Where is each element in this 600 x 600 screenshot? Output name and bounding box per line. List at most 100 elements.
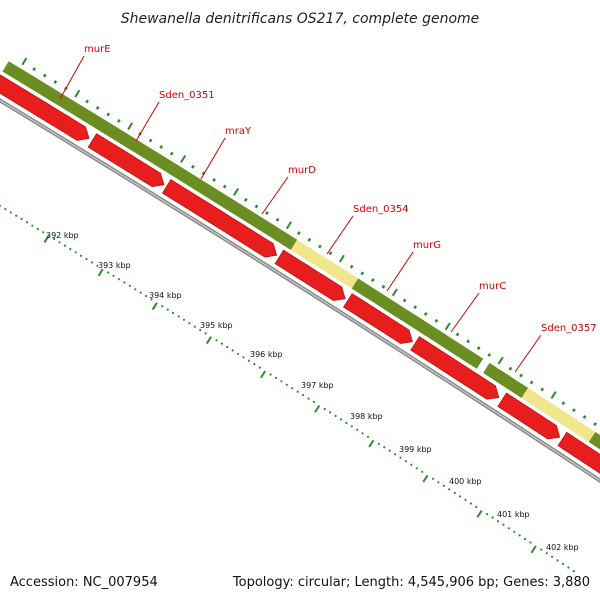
kbp-label: 394 kbp	[149, 291, 182, 300]
kbp-minor-tick	[0, 204, 1, 207]
gene-leader-line	[450, 292, 480, 333]
outer-tick	[540, 387, 545, 392]
kbp-minor-tick	[551, 555, 554, 558]
kbp-minor-tick	[388, 449, 391, 452]
kbp-minor-tick	[269, 373, 272, 376]
outer-tick	[42, 73, 47, 78]
outer-tick	[106, 112, 111, 117]
gene-label: Sden_0357	[541, 323, 597, 334]
outer-tick	[391, 288, 398, 297]
kbp-minor-tick	[437, 481, 440, 484]
outer-tick	[328, 251, 333, 256]
kbp-minor-tick	[188, 322, 191, 325]
outer-tick	[402, 298, 407, 303]
outer-tick	[550, 391, 557, 399]
kbp-minor-tick	[128, 284, 131, 287]
kbp-minor-tick	[556, 559, 559, 562]
outer-tick	[423, 312, 428, 316]
outer-tick	[593, 422, 597, 426]
map-title: Shewanella denitrificans OS217, complete…	[121, 11, 480, 27]
kbp-major-tick	[530, 545, 537, 554]
kbp-minor-tick	[123, 281, 126, 284]
outer-tick	[53, 80, 58, 84]
kbp-minor-tick	[42, 231, 45, 234]
outer-tick	[370, 278, 375, 283]
kbp-label: 392 kbp	[46, 231, 79, 240]
gene-label-layer: murE Sden_0351 mraY murD Sden_0354 murG murC Sd…	[59, 44, 597, 373]
kbp-minor-tick	[20, 217, 23, 221]
kbp-minor-tick	[399, 456, 402, 459]
accession-text: Accession: NC_007954	[10, 575, 158, 590]
kbp-minor-tick	[464, 498, 467, 501]
kbp-label: 399 kbp	[399, 445, 432, 454]
kbp-minor-tick	[4, 208, 7, 211]
outer-tick	[85, 99, 89, 104]
outer-tick	[159, 145, 164, 149]
cog-segment	[2, 61, 298, 251]
kbp-label: 396 kbp	[250, 350, 283, 359]
kbp-minor-tick	[339, 418, 343, 421]
gene-arrow	[274, 249, 346, 301]
kbp-major-tick	[205, 336, 212, 345]
kbp-minor-tick	[496, 520, 500, 523]
outer-tick	[455, 332, 460, 337]
outer-tick	[222, 184, 227, 189]
kbp-minor-tick	[231, 349, 234, 352]
kbp-minor-tick	[237, 352, 240, 355]
outer-tick	[127, 122, 134, 131]
kbp-minor-tick	[90, 261, 93, 264]
kbp-minor-tick	[361, 432, 364, 435]
kbp-scale: 392 kbp 393 kbp 394 kbp 395 kbp 396 kbp 397 k…	[0, 204, 579, 573]
kbp-minor-tick	[134, 288, 137, 291]
kbp-minor-tick	[58, 241, 61, 244]
kbp-minor-tick	[253, 363, 256, 366]
outer-tick	[487, 353, 492, 357]
kbp-minor-tick	[404, 460, 407, 463]
outer-tick	[74, 89, 81, 98]
gene-arrow-track	[0, 74, 600, 474]
kbp-minor-tick	[475, 505, 478, 509]
kbp-minor-tick	[491, 516, 494, 519]
kbp-label: 400 kbp	[449, 477, 482, 486]
outer-tick	[180, 154, 187, 163]
outer-tick	[582, 415, 587, 420]
kbp-minor-tick	[9, 211, 12, 214]
kbp-minor-tick	[334, 414, 337, 417]
gene-arrow	[497, 392, 561, 440]
kbp-major-tick	[476, 510, 483, 518]
outer-tick	[508, 366, 513, 371]
kbp-minor-tick	[285, 383, 288, 386]
gene-label: murE	[84, 44, 111, 55]
kbp-minor-tick	[204, 332, 207, 335]
kbp-minor-tick	[572, 570, 575, 573]
kbp-minor-tick	[166, 308, 169, 311]
outer-tick	[318, 244, 322, 249]
outer-tick	[444, 322, 451, 331]
kbp-minor-tick	[561, 562, 565, 566]
kbp-minor-tick	[150, 298, 153, 301]
genome-summary-text: Topology: circular; Length: 4,545,906 bp…	[232, 575, 590, 590]
outer-tick	[529, 380, 534, 385]
gene-arrow	[343, 293, 413, 344]
kbp-minor-tick	[507, 527, 510, 530]
outer-tick	[307, 237, 312, 242]
kbp-minor-tick	[247, 359, 250, 362]
gene-label: murD	[288, 165, 316, 176]
kbp-minor-tick	[291, 387, 294, 390]
gene-leader-line	[386, 251, 414, 292]
kbp-minor-tick	[193, 325, 196, 328]
kbp-minor-tick	[366, 435, 370, 438]
kbp-minor-tick	[329, 411, 332, 414]
outer-tick	[572, 408, 576, 413]
kbp-minor-tick	[161, 305, 164, 308]
gene-label: Sden_0351	[159, 90, 215, 101]
kbp-minor-tick	[274, 376, 278, 379]
outer-tick	[286, 221, 292, 230]
gene-leader-line	[514, 334, 542, 373]
kbp-minor-tick	[258, 366, 261, 369]
kbp-minor-tick	[25, 221, 29, 224]
kbp-minor-tick	[74, 251, 77, 254]
kbp-minor-tick	[529, 541, 532, 544]
kbp-minor-tick	[431, 477, 435, 480]
